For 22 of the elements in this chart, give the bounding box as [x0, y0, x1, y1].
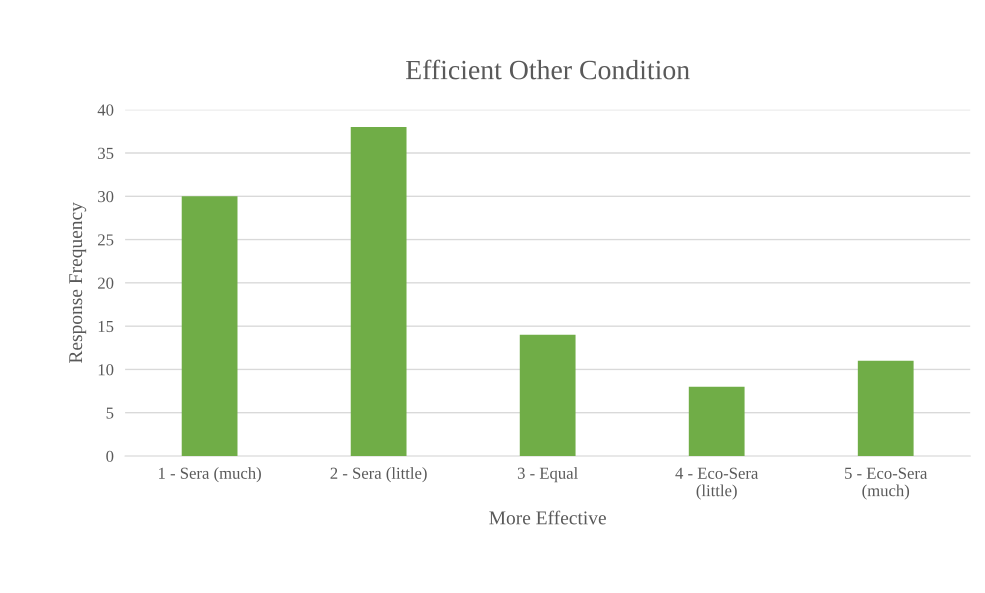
x-tick-label: 2 - Sera (little) — [330, 467, 427, 482]
y-tick-label: 15 — [98, 320, 114, 332]
bar — [350, 127, 407, 456]
bar — [520, 334, 576, 456]
x-tick-label: 4 - Eco-Sera (little) — [675, 468, 758, 500]
y-tick-label: 5 — [106, 408, 114, 419]
x-tick-label: 1 - Sera (much) — [159, 467, 261, 482]
bar — [858, 360, 914, 456]
y-axis-title: Response Frequency — [69, 202, 86, 364]
x-tick-label: 5 - Eco-Sera (much) — [845, 468, 928, 500]
y-tick-label: 10 — [98, 364, 114, 376]
y-tick-label: 35 — [98, 148, 114, 159]
y-tick-label: 20 — [98, 278, 114, 289]
y-tick-label: 30 — [98, 190, 114, 202]
x-tick-label: 3 - Equal — [518, 467, 578, 482]
y-tick-label: 40 — [98, 104, 114, 116]
chart-title: Efficient Other Condition — [406, 60, 690, 80]
bar — [182, 196, 238, 456]
x-axis-title: More Effective — [489, 510, 606, 524]
y-tick-label: 0 — [106, 450, 114, 462]
bar — [688, 386, 745, 456]
y-tick-label: 25 — [98, 234, 114, 246]
